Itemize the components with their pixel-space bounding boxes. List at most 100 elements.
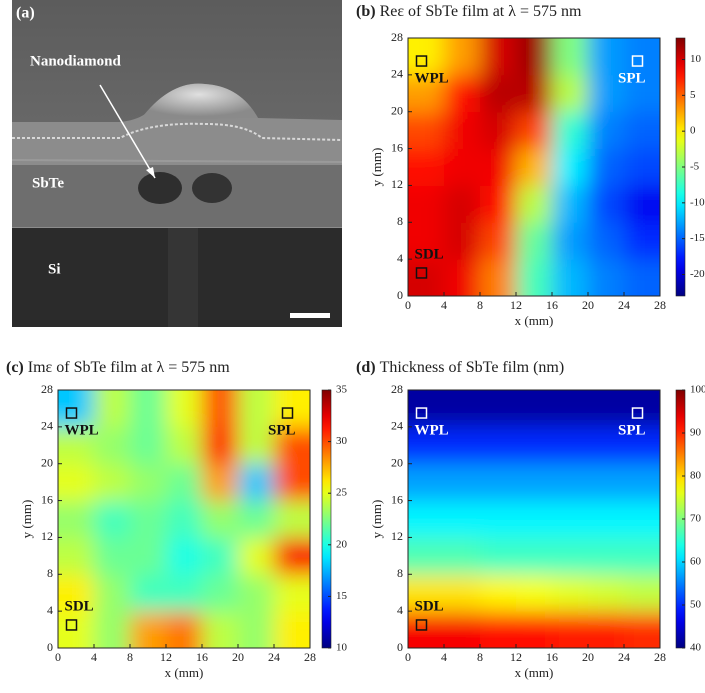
- heatmap-cell: [444, 259, 481, 326]
- heatmap-cell: [444, 427, 481, 464]
- colorbar-tick-label: 30: [336, 435, 348, 447]
- heatmap-cell: [516, 537, 553, 574]
- panel-title: (b)Reε of SbTe film at λ = 575 nm: [356, 3, 582, 20]
- heatmap-cell: [480, 464, 517, 501]
- marker-label: WPL: [65, 422, 99, 438]
- marker-label: WPL: [415, 422, 449, 438]
- heatmap-cell: [444, 222, 481, 259]
- heatmap-cell: [130, 611, 167, 678]
- y-tick-label: 16: [391, 492, 403, 506]
- colorbar-tick-label: -5: [690, 161, 700, 173]
- colorbar-tick-label: 35: [336, 384, 348, 396]
- heatmap-cell: [94, 611, 131, 678]
- y-tick-label: 4: [397, 603, 403, 617]
- heatmap-cell: [516, 75, 553, 112]
- x-axis-label: x (mm): [515, 313, 554, 328]
- title-text: Imε of SbTe film at λ = 575 nm: [28, 359, 230, 376]
- heatmap-cell: [444, 75, 481, 112]
- heatmap-cell: [552, 259, 589, 326]
- heatmap-cell: [588, 360, 625, 427]
- heatmap-cell: [130, 574, 167, 611]
- heatmap-cell: [202, 464, 239, 501]
- y-tick-label: 20: [41, 455, 53, 469]
- heatmap-cell: [94, 427, 131, 464]
- heatmap-cell: [552, 222, 589, 259]
- heatmap-cell: [378, 112, 445, 149]
- heatmap-cell: [516, 149, 553, 186]
- title-text: Reε of SbTe film at λ = 575 nm: [380, 3, 582, 20]
- colorbar-tick-label: 70: [690, 513, 702, 525]
- heatmap-cell: [516, 185, 553, 222]
- y-tick-label: 0: [397, 640, 403, 654]
- colorbar-tick-label: -10: [690, 196, 705, 208]
- y-tick-label: 4: [47, 603, 53, 617]
- heatmap-cell: [238, 501, 275, 538]
- y-tick-label: 24: [391, 67, 403, 81]
- colorbar-tick-label: 5: [690, 89, 696, 101]
- heatmap-cell: [130, 464, 167, 501]
- heatmap-cell: [516, 112, 553, 149]
- panel-label: (c): [6, 359, 24, 376]
- heatmap-cell: [202, 501, 239, 538]
- heatmap-cell: [552, 464, 589, 501]
- colorbar-tick-label: 10: [690, 53, 702, 65]
- heatmap-cell: [28, 537, 95, 574]
- colorbar-tick-label: 0: [690, 125, 696, 137]
- heatmap-cell: [480, 185, 517, 222]
- heatmap-cell: [444, 574, 481, 611]
- heatmap-cell: [588, 611, 625, 678]
- heatmap-cell: [516, 222, 553, 259]
- x-tick-label: 0: [55, 650, 61, 664]
- marker-label: SDL: [65, 598, 94, 614]
- panel: (d)Thickness of SbTe film (nm)0481216202…: [356, 359, 705, 680]
- heatmap-cell: [516, 427, 553, 464]
- colorbar-tick-label: 100: [690, 384, 705, 396]
- figure: (a) Nanodiamond SbTe Si (b)Reε of SbTe f…: [0, 0, 705, 693]
- heatmap-cell: [588, 222, 625, 259]
- panel-label: (b): [356, 3, 376, 20]
- heatmap-cell: [588, 501, 625, 538]
- heatmap-cell: [130, 537, 167, 574]
- heatmap-cell: [378, 501, 445, 538]
- heatmap-cell: [378, 537, 445, 574]
- heatmap-cell: [588, 464, 625, 501]
- heatmap-cell: [552, 537, 589, 574]
- annotation: SbTe: [32, 175, 64, 191]
- x-axis-label: x (mm): [515, 665, 554, 680]
- annotation: Nanodiamond: [30, 53, 122, 69]
- y-tick-label: 12: [391, 529, 403, 543]
- x-tick-label: 0: [405, 650, 411, 664]
- colorbar-tick-label: 60: [690, 556, 702, 568]
- heatmap-cell: [166, 501, 203, 538]
- y-tick-label: 28: [391, 30, 403, 44]
- y-tick-label: 20: [391, 103, 403, 117]
- heatmap-cell: [480, 501, 517, 538]
- heatmap-cell: [480, 75, 517, 112]
- x-tick-label: 12: [510, 650, 522, 664]
- y-axis-label: y (mm): [19, 500, 34, 539]
- heatmap-cell: [444, 501, 481, 538]
- y-axis-label: y (mm): [369, 148, 384, 187]
- x-tick-label: 8: [477, 298, 483, 312]
- heatmap-cell: [378, 259, 445, 326]
- marker-label: SPL: [618, 70, 646, 86]
- y-tick-label: 28: [391, 382, 403, 396]
- x-tick-label: 4: [441, 298, 447, 312]
- panel-label: (d): [356, 359, 376, 376]
- x-tick-label: 4: [91, 650, 97, 664]
- heatmap-cell: [588, 185, 625, 222]
- colorbar-tick-label: -15: [690, 232, 705, 244]
- x-tick-label: 24: [268, 650, 280, 664]
- heatmap-cell: [552, 501, 589, 538]
- x-tick-label: 8: [127, 650, 133, 664]
- y-tick-label: 0: [47, 640, 53, 654]
- heatmap-cell: [130, 427, 167, 464]
- x-tick-label: 24: [618, 650, 630, 664]
- y-tick-label: 24: [41, 419, 53, 433]
- colorbar: [322, 390, 331, 648]
- heatmap-cell: [378, 464, 445, 501]
- x-tick-label: 24: [618, 298, 630, 312]
- heatmap-cell: [444, 112, 481, 149]
- heatmap-cell: [28, 501, 95, 538]
- panel-title: (d)Thickness of SbTe film (nm): [356, 359, 564, 376]
